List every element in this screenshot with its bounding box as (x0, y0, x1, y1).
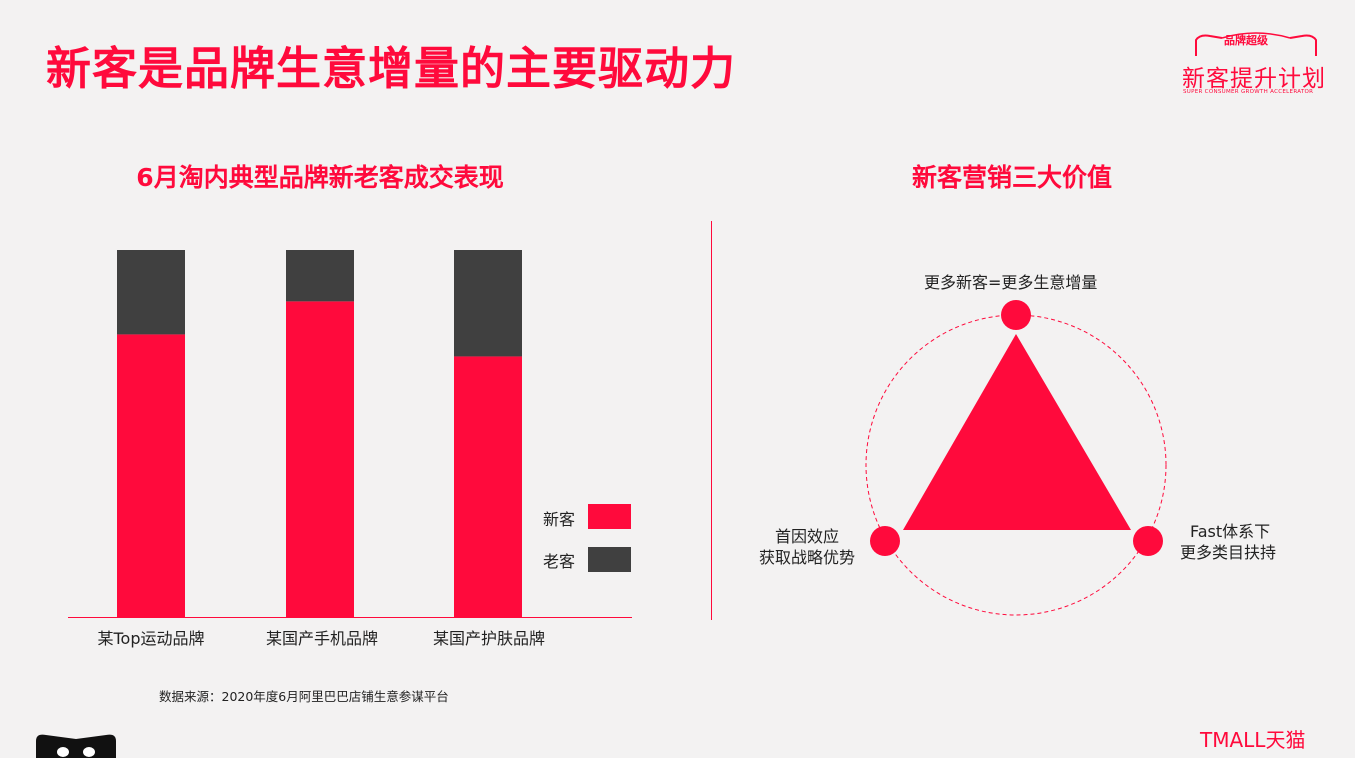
top-value-label: 更多新客=更多生意增量 (924, 273, 1098, 292)
right-value-line-1: Fast体系下 (1190, 522, 1271, 541)
cat-ears-icon (1195, 32, 1317, 56)
page-title: 新客是品牌生意增量的主要驱动力 (46, 42, 737, 95)
left-node (870, 526, 900, 556)
legend-label-new: 新客 (543, 510, 576, 529)
left-value-line-1: 首因效应 (775, 527, 840, 546)
bar-old-2 (286, 250, 354, 302)
category-label-1: 某Top运动品牌 (97, 629, 205, 648)
chart-title: 6月淘内典型品牌新老客成交表现 (136, 163, 504, 192)
logo-sub-text: SUPER CONSUMER GROWTH ACCELERATOR (1183, 89, 1314, 95)
right-value-line-2: 更多类目扶持 (1180, 543, 1277, 562)
values-title: 新客营销三大价值 (911, 163, 1113, 192)
left-value-line-2: 获取战略优势 (759, 548, 856, 567)
tmall-cat-icon (36, 734, 116, 758)
tmall-brand-logo: TMALL天猫 (1200, 728, 1306, 752)
value-triangle (903, 334, 1131, 530)
legend-swatch-new (588, 504, 631, 529)
category-label-3: 某国产护肤品牌 (432, 629, 546, 648)
dashed-ring (865, 314, 1167, 616)
bar-new-1 (117, 334, 185, 617)
campaign-logo: 品牌超级 新客提升计划 SUPER CONSUMER GROWTH ACCELE… (1178, 32, 1328, 98)
bar-new-3 (454, 356, 522, 617)
right-node (1133, 526, 1163, 556)
category-label-2: 某国产手机品牌 (265, 629, 379, 648)
section-divider (711, 221, 712, 620)
source-note: 数据来源：2020年度6月阿里巴巴店铺生意参谋平台 (159, 689, 449, 704)
logo-top-text: 品牌超级 (1224, 34, 1268, 47)
legend-swatch-old (588, 547, 631, 572)
bar-old-1 (117, 250, 185, 335)
bar-new-2 (286, 301, 354, 617)
bar-old-3 (454, 250, 522, 357)
top-node (1001, 300, 1031, 330)
legend-label-old: 老客 (543, 552, 576, 571)
logo-main-text: 新客提升计划 (1182, 66, 1326, 92)
